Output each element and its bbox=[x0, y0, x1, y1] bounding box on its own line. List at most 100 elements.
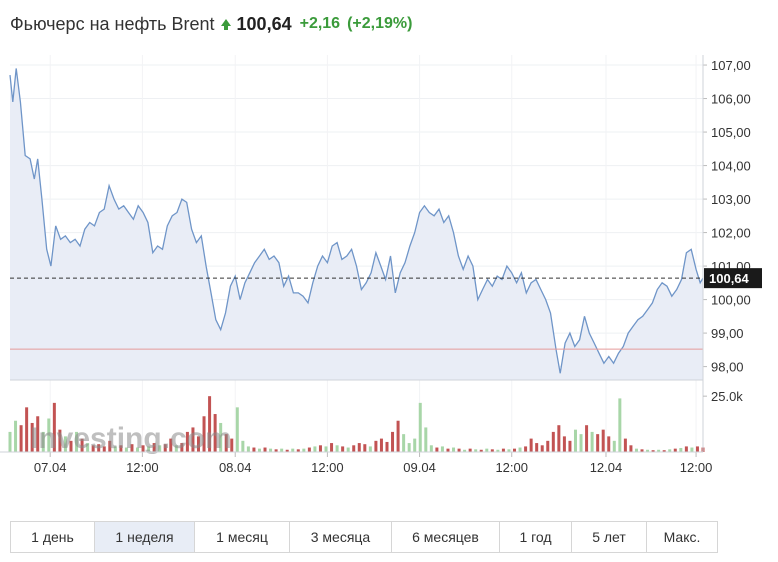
volume-bar bbox=[457, 448, 461, 452]
range-button-4[interactable]: 3 месяца bbox=[290, 522, 392, 552]
volume-bar bbox=[573, 429, 577, 452]
volume-bar bbox=[174, 445, 178, 452]
volume-bar bbox=[152, 443, 156, 452]
volume-bar bbox=[507, 449, 511, 452]
range-button-6[interactable]: 1 год bbox=[500, 522, 572, 552]
y-tick-label: 104,00 bbox=[711, 159, 751, 174]
volume-bar bbox=[357, 443, 361, 452]
volume-bar bbox=[585, 425, 589, 452]
volume-bar bbox=[374, 440, 378, 452]
volume-bar bbox=[363, 444, 367, 452]
current-price-tag-box bbox=[704, 268, 762, 289]
volume-bar bbox=[540, 445, 544, 452]
volume-bar bbox=[629, 445, 633, 452]
volume-bar bbox=[102, 446, 106, 452]
x-tick-label: 12:00 bbox=[680, 460, 713, 475]
volume-bar bbox=[291, 448, 295, 452]
volume-bar bbox=[618, 398, 622, 452]
volume-bar bbox=[335, 445, 339, 452]
volume-bar bbox=[136, 447, 140, 452]
volume-bar bbox=[579, 434, 583, 452]
volume-bar bbox=[141, 445, 145, 452]
volume-bar bbox=[113, 446, 117, 452]
volume-bar bbox=[529, 438, 533, 452]
volume-bar bbox=[524, 446, 528, 452]
volume-bar bbox=[657, 449, 661, 452]
volume-bar bbox=[91, 445, 95, 452]
volume-bar bbox=[163, 444, 167, 452]
x-tick-label: 12:00 bbox=[126, 460, 159, 475]
volume-bar bbox=[695, 446, 699, 452]
volume-bar bbox=[80, 438, 84, 452]
volume-bar bbox=[490, 449, 494, 452]
volume-bar bbox=[147, 446, 151, 452]
volume-bar bbox=[402, 434, 406, 452]
investing-watermark: Investing.com bbox=[30, 422, 232, 455]
volume-bar bbox=[429, 445, 433, 452]
volume-tick-label: 25.0k bbox=[711, 389, 743, 404]
volume-bar bbox=[562, 436, 566, 452]
volume-bar bbox=[246, 446, 250, 452]
range-button-7[interactable]: 5 лет bbox=[572, 522, 647, 552]
volume-bar bbox=[673, 448, 677, 452]
volume-bar bbox=[651, 450, 655, 452]
volume-bar bbox=[324, 446, 328, 452]
volume-bar bbox=[396, 420, 400, 452]
volume-bar bbox=[418, 402, 422, 452]
volume-bar bbox=[219, 422, 223, 452]
volume-bar bbox=[280, 448, 284, 452]
volume-bar bbox=[119, 445, 123, 452]
volume-bar bbox=[58, 429, 62, 452]
price-chart[interactable]: Investing.com 107,00 106,00 105,00 104,00 10… bbox=[0, 0, 778, 512]
volume-bar bbox=[352, 445, 356, 452]
range-button-8[interactable]: Макс. bbox=[647, 522, 717, 552]
volume-bar bbox=[25, 407, 29, 452]
volume-bar bbox=[646, 449, 650, 452]
volume-bars bbox=[8, 396, 705, 452]
volume-bar bbox=[208, 396, 212, 452]
volume-bar bbox=[318, 445, 322, 452]
volume-bar bbox=[690, 447, 694, 452]
range-button-3[interactable]: 1 месяц bbox=[195, 522, 290, 552]
volume-bar bbox=[496, 449, 500, 452]
volume-bar bbox=[468, 448, 472, 452]
volume-bar bbox=[8, 431, 12, 452]
volume-bar bbox=[601, 429, 605, 452]
volume-bar bbox=[63, 436, 67, 452]
y-tick-label: 106,00 bbox=[711, 92, 751, 107]
volume-bar bbox=[313, 446, 317, 452]
volume-bar bbox=[235, 407, 239, 452]
volume-bar bbox=[257, 448, 261, 452]
y-tick-label: 99,00 bbox=[711, 326, 744, 341]
price-line bbox=[9, 68, 704, 374]
volume-bar bbox=[14, 420, 18, 452]
volume-bar bbox=[307, 447, 311, 452]
range-button-2[interactable]: 1 неделя bbox=[95, 522, 195, 552]
volume-bar bbox=[274, 449, 278, 452]
volume-bar bbox=[513, 448, 517, 452]
x-tick-label: 09.04 bbox=[403, 460, 436, 475]
range-button-5[interactable]: 6 месяцев bbox=[392, 522, 500, 552]
volume-bar bbox=[479, 449, 483, 452]
volume-bar bbox=[568, 440, 572, 452]
volume-bar bbox=[185, 431, 189, 452]
volume-bar bbox=[518, 447, 522, 452]
volume-bar bbox=[180, 443, 184, 452]
volume-bar bbox=[612, 440, 616, 452]
volume-bar bbox=[684, 446, 688, 452]
volume-bar bbox=[202, 416, 206, 452]
volume-bar bbox=[385, 441, 389, 452]
chart-header: Фьючерс на нефть Brent 100,64 +2,16 (+2,… bbox=[10, 12, 412, 36]
volume-bar bbox=[379, 438, 383, 452]
x-tick-label: 12:00 bbox=[495, 460, 528, 475]
x-tick-label: 07.04 bbox=[34, 460, 67, 475]
y-tick-label: 107,00 bbox=[711, 58, 751, 73]
volume-bar bbox=[485, 448, 489, 452]
volume-bar bbox=[341, 446, 345, 452]
volume-bar bbox=[269, 448, 273, 452]
volume-bar bbox=[623, 438, 627, 452]
volume-bar bbox=[501, 448, 505, 452]
volume-bar bbox=[435, 447, 439, 452]
instrument-title: Фьючерс на нефть Brent bbox=[10, 13, 215, 34]
range-button-1[interactable]: 1 день bbox=[11, 522, 95, 552]
